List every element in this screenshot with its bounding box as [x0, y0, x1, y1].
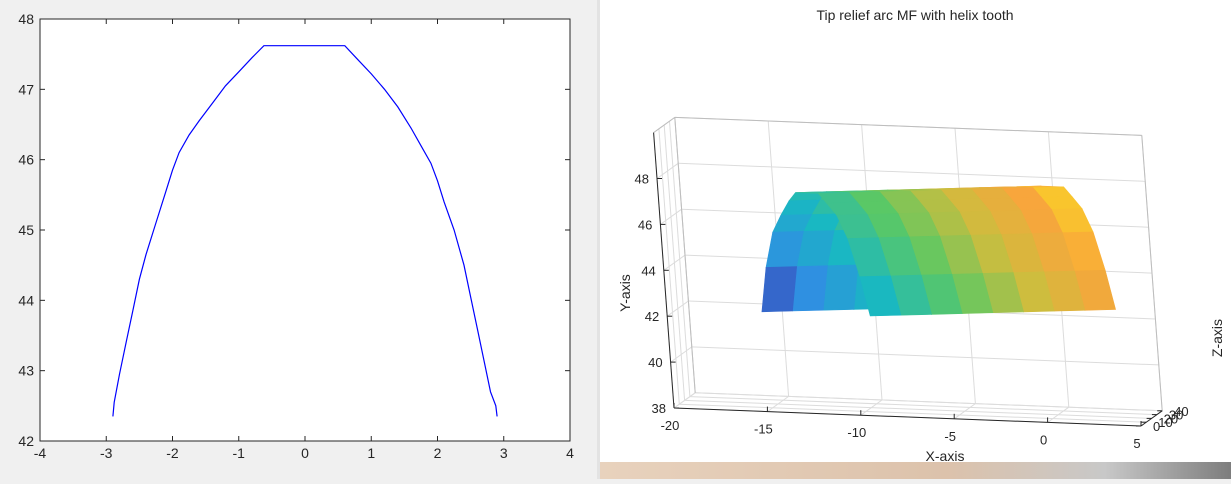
profile-curve-line	[112, 45, 498, 417]
y-tick-label: 44	[18, 292, 34, 308]
box-edge	[674, 116, 1142, 136]
z-tick-label: 10	[1158, 415, 1172, 430]
surface-patch	[761, 266, 798, 313]
floor-gridline	[679, 403, 1147, 423]
x-tick-label: 2	[434, 445, 442, 461]
back-wall-gridline	[678, 162, 1146, 182]
y-tick-label: 46	[638, 217, 652, 232]
x-tick-label: 0	[1040, 432, 1047, 447]
surface-chart-figure: Tip relief arc MF with helix tooth -20 -15…	[600, 0, 1231, 479]
y-tick-label: 45	[18, 222, 34, 238]
desktop-background-strip	[600, 462, 1231, 479]
x-tick-label: -4	[34, 445, 47, 461]
y-tick-label: 43	[18, 363, 34, 379]
x-tick-label: -20	[661, 418, 680, 433]
x-tick-label: 0	[301, 445, 309, 461]
surface-patch	[765, 230, 804, 268]
y-tick-label: 40	[648, 355, 662, 370]
x-tick-label: 5	[1133, 436, 1140, 451]
x-tick-label: -10	[847, 425, 866, 440]
y-tick-label: 38	[652, 401, 666, 416]
y-tick-label: 42	[18, 433, 34, 449]
helix-tooth-surface-chart: Tip relief arc MF with helix tooth -20 -15…	[617, 7, 1225, 464]
line-chart-figure: -4 -3 -2 -1 0 1 2 3 4 42 43 44 45 46 47 48	[0, 0, 600, 479]
side-wall-gridline	[669, 121, 691, 397]
box-edge	[653, 116, 676, 134]
z-tick-label: 20	[1164, 411, 1178, 426]
z-axis-label: Z-axis	[1209, 319, 1225, 357]
z-tick-label: 30	[1169, 408, 1183, 423]
x-tick-label: 1	[367, 445, 375, 461]
x-tick-label: 4	[566, 445, 574, 461]
y-tick-label: 44	[641, 263, 655, 278]
x-tick-label: -2	[166, 445, 179, 461]
x-tick-label: -3	[100, 445, 113, 461]
box-edge	[1141, 135, 1163, 411]
side-wall-gridline	[658, 128, 680, 405]
x-tick-label: 3	[500, 445, 508, 461]
x-axis-line	[673, 407, 1142, 427]
y-tick-label: 48	[18, 11, 34, 27]
y-axis-label: Y-axis	[617, 274, 633, 312]
x-tick-label: -15	[754, 422, 773, 437]
x-tick-label: -1	[233, 445, 246, 461]
back-wall-gridline	[691, 346, 1159, 366]
z-tick-label: 0	[1153, 419, 1160, 434]
chart-title: Tip relief arc MF with helix tooth	[816, 7, 1013, 23]
y-tick-label: 42	[645, 309, 659, 324]
tip-relief-profile-chart: -4 -3 -2 -1 0 1 2 3 4 42 43 44 45 46 47 48	[18, 11, 574, 461]
plot-area	[39, 18, 571, 442]
y-tick-label: 47	[18, 81, 34, 97]
surface-patch	[859, 275, 902, 317]
x-axis-label: X-axis	[926, 448, 965, 464]
floor-gridline	[695, 392, 1163, 412]
side-wall-gridline	[663, 124, 686, 401]
floor-gridline	[689, 396, 1157, 416]
y-tick-label: 48	[635, 172, 649, 187]
x-tick-label: -5	[944, 429, 956, 444]
surface-patch	[822, 264, 859, 311]
box-edge	[674, 117, 696, 393]
z-tick-label: 40	[1174, 404, 1188, 419]
surface-patch	[792, 265, 828, 312]
floor-gridline	[684, 399, 1152, 419]
y-tick-label: 46	[18, 152, 34, 168]
panel-divider	[597, 0, 602, 479]
